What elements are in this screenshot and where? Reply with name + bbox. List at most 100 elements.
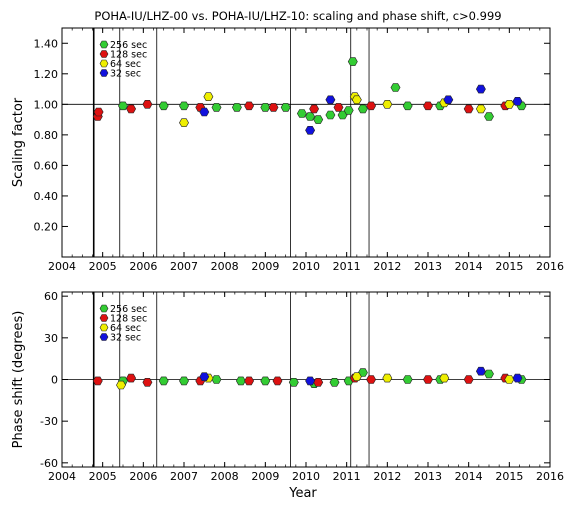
data-point-256: [296, 109, 307, 118]
x-tick-label: 2008: [211, 260, 239, 273]
data-point-128: [423, 375, 433, 384]
data-point-256: [211, 103, 222, 112]
data-point-256: [484, 369, 494, 379]
x-tick-label: 2012: [373, 260, 401, 273]
x-tick-label: 2011: [333, 260, 361, 273]
legend-marker: [99, 333, 109, 341]
y-tick-label: 0.40: [34, 190, 59, 203]
y-tick-label: 0: [51, 374, 58, 387]
data-point-256: [235, 376, 246, 386]
data-point-128: [463, 375, 474, 384]
x-tick-label: 2010: [292, 260, 320, 273]
data-point-64: [351, 372, 362, 382]
legend-marker: [99, 59, 109, 68]
x-tick-label: 2010: [292, 470, 320, 483]
data-point-128: [423, 101, 433, 111]
data-point-32: [475, 366, 486, 376]
legend-label: 128 sec: [110, 50, 147, 61]
data-point-128: [126, 104, 137, 114]
data-point-128: [268, 103, 279, 112]
data-point-64: [382, 373, 393, 383]
x-tick-label: 2005: [89, 260, 117, 273]
x-tick-label: 2013: [414, 470, 442, 483]
x-tick-label: 2005: [89, 470, 117, 483]
legend-marker: [99, 40, 109, 49]
x-tick-label: 2009: [251, 260, 279, 273]
data-point-256: [402, 101, 413, 111]
data-point-128: [244, 376, 255, 386]
panel-2: 2004 2005 2006 2007 2008 2009 2010 2011 2012 2013…: [11, 290, 564, 483]
data-point-256: [179, 101, 189, 111]
x-tick-label: 2013: [414, 260, 442, 273]
legend-marker: [99, 304, 109, 313]
data-point-256: [347, 57, 358, 66]
data-point-64: [382, 100, 393, 109]
data-point-64: [504, 375, 515, 384]
y-tick-label: 0.20: [34, 220, 59, 233]
legend-marker: [99, 314, 109, 322]
x-tick-label: 2008: [211, 470, 239, 483]
data-point-32: [305, 376, 316, 386]
x-tick-label: 2012: [373, 470, 401, 483]
data-point-256: [357, 104, 368, 114]
data-point-256: [390, 83, 401, 92]
data-point-256: [325, 110, 336, 120]
y-tick-label: 1.00: [34, 98, 59, 111]
legend-label: 32 sec: [110, 333, 141, 344]
data-point-64: [203, 92, 214, 101]
y-axis-label: Phase shift (degrees): [11, 311, 26, 449]
x-tick-label: 2014: [455, 260, 483, 273]
data-point-64: [475, 104, 486, 114]
legend-label: 256 sec: [110, 40, 147, 51]
data-point-32: [512, 373, 523, 383]
data-point-128: [333, 103, 344, 112]
data-point-256: [179, 376, 189, 386]
data-point-128: [366, 375, 377, 384]
y-tick-label: 0.60: [34, 159, 59, 172]
legend-label: 128 sec: [110, 314, 147, 325]
data-point-256: [305, 112, 316, 121]
chart-panels: 2004 2005 2006 2007 2008 2009 2010 2011 2012 2013…: [11, 27, 564, 483]
x-tick-label: 2011: [333, 470, 361, 483]
data-point-64: [439, 373, 450, 383]
legend-label: 32 sec: [110, 69, 141, 80]
data-point-256: [118, 101, 128, 111]
data-point-256: [280, 103, 291, 112]
y-tick-label: 30: [44, 332, 58, 345]
data-point-128: [93, 107, 104, 117]
data-point-128: [272, 376, 283, 386]
x-tick-label: 2016: [536, 470, 564, 483]
x-tick-label: 2007: [170, 470, 198, 483]
y-tick-label: -30: [40, 415, 58, 428]
x-tick-label: 2016: [536, 260, 564, 273]
data-point-128: [313, 377, 324, 387]
data-point-128: [142, 377, 153, 387]
legend-label: 64 sec: [110, 323, 141, 334]
data-point-32: [305, 126, 316, 135]
data-point-256: [329, 377, 340, 387]
panel-1: 2004 2005 2006 2007 2008 2009 2010 2011 2012 2013…: [11, 27, 564, 273]
data-point-256: [260, 103, 271, 112]
data-point-128: [309, 104, 320, 114]
data-point-32: [199, 107, 210, 117]
data-point-256: [231, 103, 242, 112]
x-axis-label: Year: [288, 486, 317, 501]
data-point-256: [484, 112, 494, 121]
data-point-128: [366, 101, 377, 111]
data-point-64: [504, 100, 515, 109]
data-point-128: [92, 376, 103, 386]
data-point-256: [288, 377, 299, 387]
x-tick-label: 2007: [170, 260, 198, 273]
y-tick-label: 1.20: [34, 68, 59, 81]
data-point-256: [343, 106, 354, 115]
data-point-256: [402, 375, 413, 384]
x-tick-label: 2006: [129, 470, 157, 483]
legend-marker: [99, 50, 109, 58]
x-tick-label: 2004: [48, 260, 76, 273]
y-tick-label: 60: [44, 290, 58, 303]
y-tick-label: 0.80: [34, 129, 59, 142]
data-point-32: [512, 97, 523, 106]
legend-label: 256 sec: [110, 304, 147, 315]
legend-marker: [99, 69, 109, 77]
